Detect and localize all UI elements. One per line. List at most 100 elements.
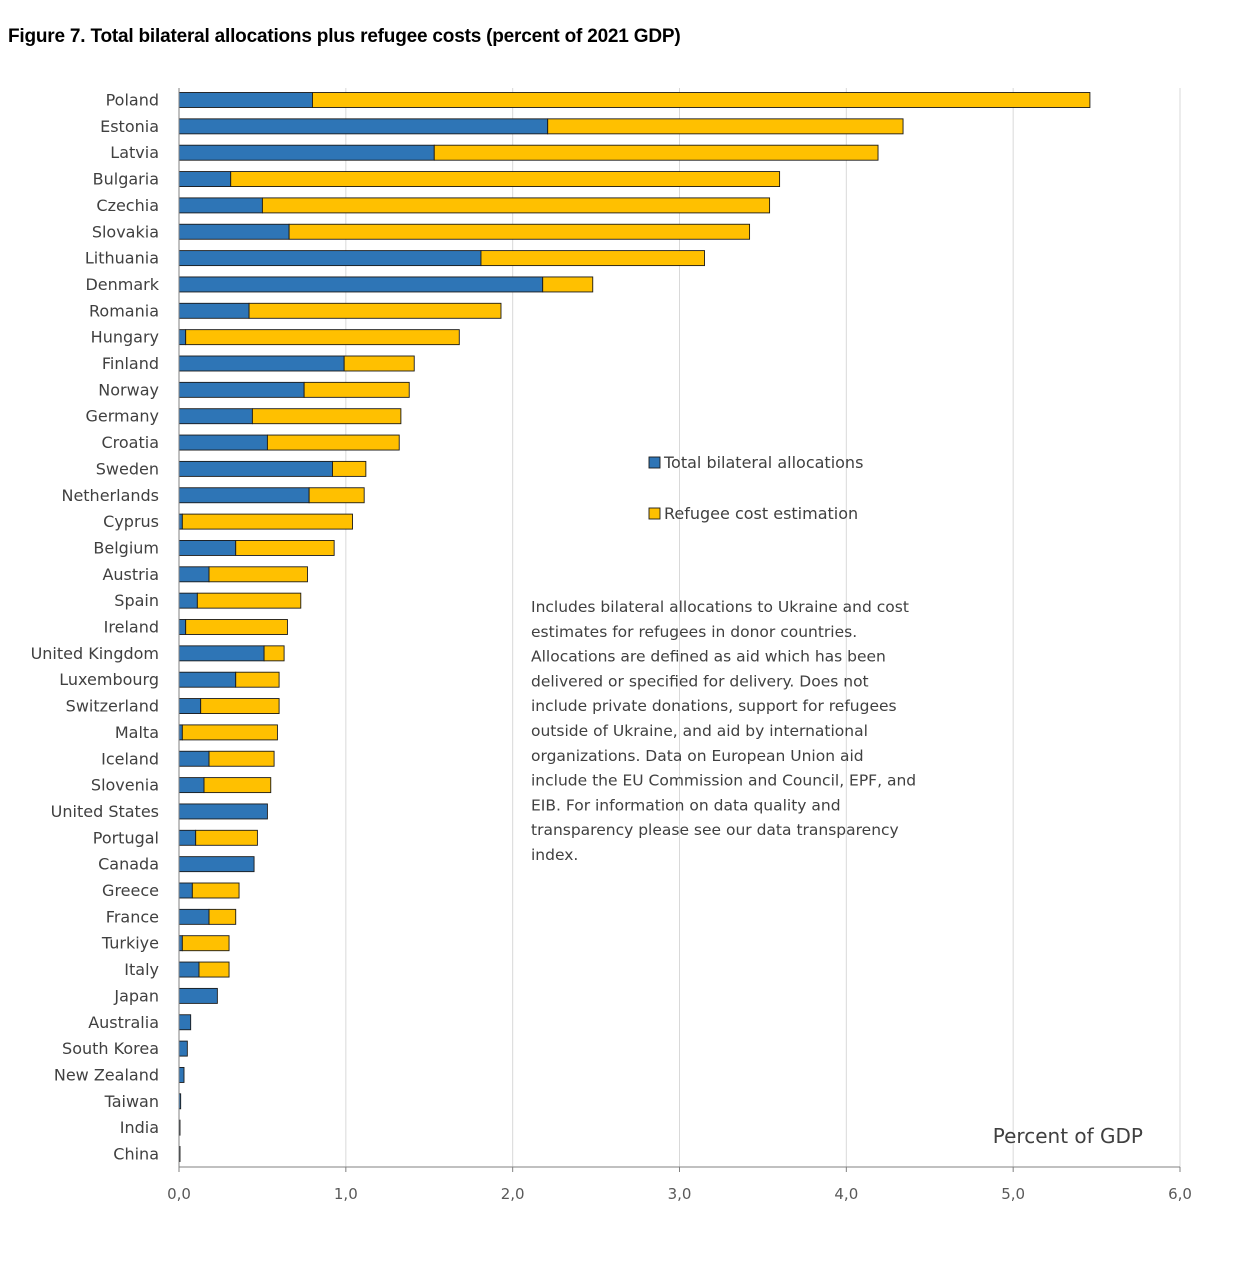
bar-bilateral	[178, 856, 255, 873]
category-label: Cyprus	[103, 512, 159, 531]
category-label: France	[106, 907, 159, 926]
category-label: Poland	[106, 91, 159, 110]
legend-swatch	[648, 456, 661, 469]
note-line: include the EU Commission and Council, E…	[531, 772, 916, 790]
category-label: South Korea	[62, 1039, 159, 1058]
bar-refugee	[248, 302, 502, 319]
bar-refugee	[312, 92, 1091, 108]
category-label: Spain	[114, 591, 159, 610]
bar-bilateral	[178, 908, 210, 925]
category-label: Denmark	[85, 275, 159, 294]
bar-bilateral	[178, 829, 197, 846]
category-label: Slovenia	[91, 776, 159, 795]
note-line: outside of Ukraine, and aid by internati…	[531, 722, 868, 740]
category-label: Belgium	[93, 538, 159, 557]
category-label: Netherlands	[61, 486, 159, 505]
bar-refugee	[181, 724, 278, 741]
category-label: Taiwan	[104, 1092, 159, 1111]
bar-refugee	[266, 434, 400, 451]
category-label: Luxembourg	[59, 670, 159, 689]
category-label: Norway	[98, 380, 159, 399]
bar-bilateral	[178, 566, 210, 583]
legend-label: Refugee cost estimation	[664, 504, 858, 523]
bar-bilateral	[178, 540, 237, 556]
category-label: Bulgaria	[93, 170, 159, 189]
category-label: Lithuania	[85, 249, 159, 268]
bar-bilateral	[178, 592, 198, 609]
bar-bilateral	[178, 92, 313, 108]
x-tick-label: 1,0	[334, 1185, 358, 1203]
category-label: Romania	[89, 301, 159, 320]
category-label: New Zealand	[54, 1065, 159, 1084]
bar-bilateral	[178, 302, 250, 319]
bar-bilateral	[178, 961, 200, 978]
category-label: Slovakia	[92, 222, 159, 241]
note-line: Allocations are defined as aid which has…	[531, 648, 886, 666]
category-label: Japan	[113, 986, 159, 1005]
chart-title: Figure 7. Total bilateral allocations pl…	[8, 26, 681, 47]
bar-bilateral	[178, 171, 232, 188]
bar-refugee	[208, 750, 275, 767]
bar-bilateral	[178, 935, 183, 952]
x-tick-label: 5,0	[1001, 1185, 1025, 1203]
bar-bilateral	[178, 118, 549, 135]
bar-refugee	[208, 908, 237, 925]
bar-refugee	[185, 329, 460, 346]
bar-bilateral	[178, 750, 210, 767]
category-label: Malta	[115, 723, 159, 742]
category-label: Canada	[98, 855, 159, 874]
category-label: China	[113, 1145, 159, 1164]
bar-bilateral	[178, 1066, 185, 1083]
bar-refugee	[181, 935, 230, 952]
bar-refugee	[203, 777, 272, 794]
x-tick-label: 4,0	[834, 1185, 858, 1203]
bar-refugee	[261, 197, 771, 214]
note-line: transparency please see our data transpa…	[531, 821, 899, 839]
gridlines	[345, 88, 1181, 1167]
bar-refugee	[433, 144, 879, 161]
bar-refugee	[185, 619, 288, 635]
note-line: EIB. For information on data quality and	[531, 796, 841, 814]
bar-refugee	[198, 961, 230, 978]
category-label: Turkiye	[101, 934, 159, 953]
bar-bilateral	[178, 355, 345, 372]
bar-bilateral	[178, 223, 290, 240]
bar-refugee	[208, 566, 308, 583]
chart-note: Includes bilateral allocations to Ukrain…	[531, 598, 916, 864]
category-label: Croatia	[101, 433, 159, 452]
bar-bilateral	[178, 381, 305, 398]
bar-bilateral	[178, 197, 263, 214]
bar-bilateral	[178, 882, 193, 899]
category-label: United States	[51, 802, 159, 821]
category-labels: Poland Estonia Latvia Bulgaria Czechia Slovak…	[31, 91, 160, 1164]
bar-refugee	[343, 355, 415, 372]
bar-refugee	[200, 698, 280, 714]
note-line: estimates for refugees in donor countrie…	[531, 623, 857, 641]
category-label: Estonia	[100, 117, 159, 136]
category-label: Austria	[102, 565, 159, 584]
bar-bilateral	[178, 645, 265, 662]
bar-bilateral	[178, 460, 333, 477]
bar-bilateral	[178, 487, 310, 504]
bar-refugee	[230, 171, 781, 188]
legend-swatch	[648, 507, 661, 520]
category-label: Iceland	[101, 749, 159, 768]
bar-refugee	[251, 408, 402, 425]
category-label: United Kingdom	[31, 644, 159, 663]
note-line: index.	[531, 846, 578, 864]
x-tick-label: 2,0	[501, 1185, 525, 1203]
category-label: Hungary	[91, 328, 159, 347]
bar-refugee	[288, 223, 751, 240]
bar-refugee	[235, 671, 280, 688]
bar-refugee	[303, 381, 410, 398]
x-tick-label: 6,0	[1168, 1185, 1192, 1203]
category-label: Finland	[102, 354, 159, 373]
category-label: Italy	[124, 960, 159, 979]
bar-refugee	[308, 487, 365, 504]
bar-bilateral	[178, 724, 183, 741]
bar-bilateral	[178, 777, 205, 794]
bar-refugee	[196, 592, 302, 609]
x-axis-title: Percent of GDP	[993, 1124, 1143, 1148]
bar-refugee	[181, 513, 353, 530]
bar-refugee	[542, 276, 594, 293]
